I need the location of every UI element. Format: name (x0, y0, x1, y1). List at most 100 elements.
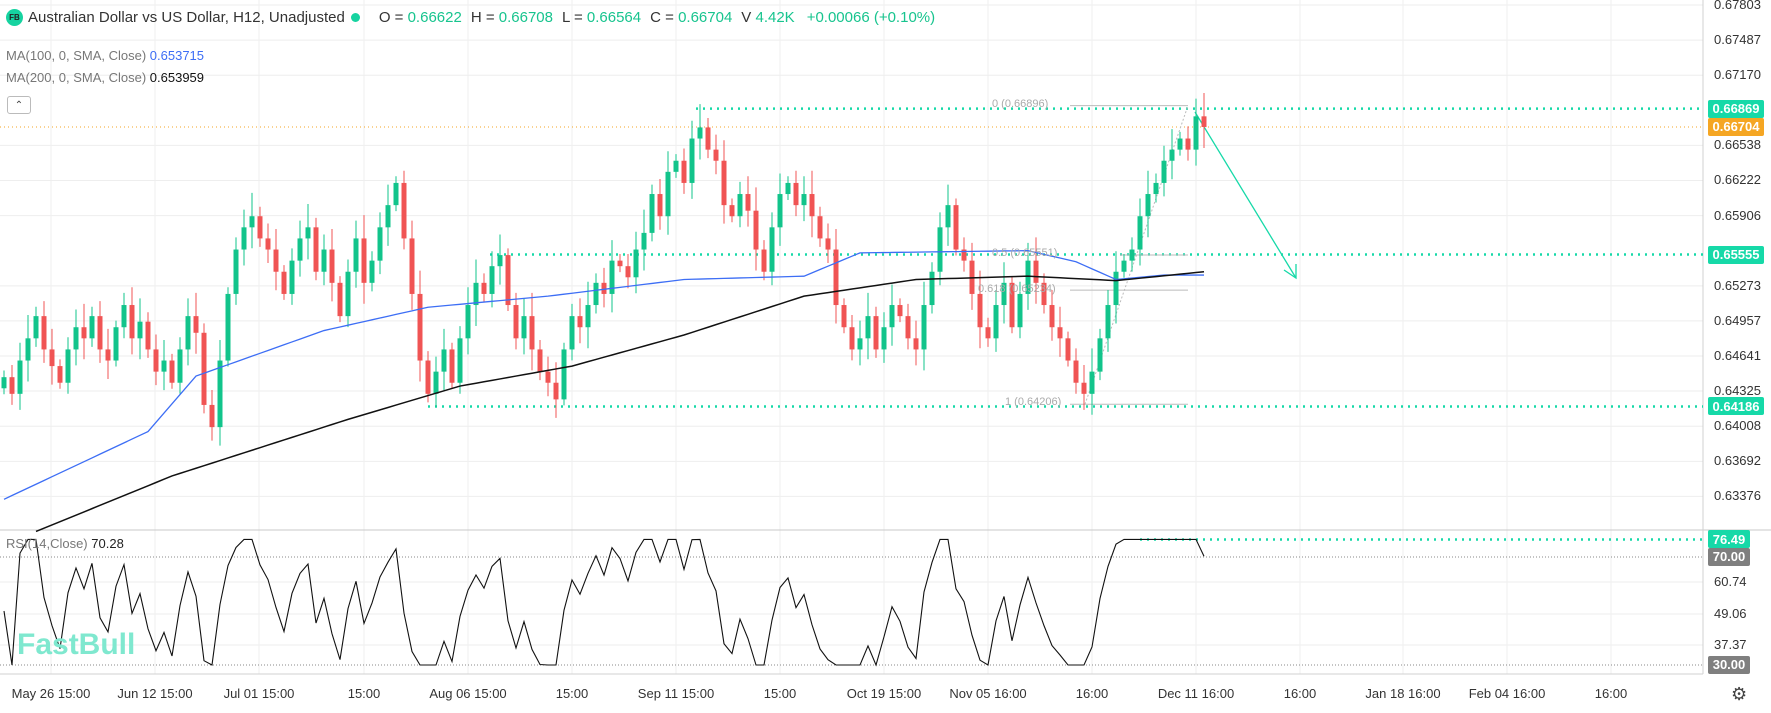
candle-body (201, 332, 207, 405)
candle-body (977, 293, 983, 328)
candle-body (337, 282, 343, 317)
candle-body (889, 305, 895, 328)
candle-body (1121, 260, 1127, 272)
candle-body (993, 305, 999, 339)
time-axis-label: Nov 05 16:00 (949, 686, 1027, 701)
ma200-line (35, 270, 1205, 533)
ohlc-low: L = 0.66564 (562, 9, 642, 26)
candle-body (409, 238, 415, 294)
ma200-legend[interactable]: MA(200, 0, SMA, Close) 0.653959 (6, 70, 205, 85)
candle-body (545, 371, 551, 383)
candle-body (673, 160, 679, 172)
price-tag: 0.64186 (1708, 397, 1764, 416)
candle-body (657, 194, 663, 217)
candle-body (89, 316, 95, 339)
rsi-axis-label: 49.06 (1714, 605, 1747, 621)
candle-body (817, 216, 823, 239)
price-axis-label: 0.64325 (1714, 383, 1761, 399)
candle-body (225, 293, 231, 361)
candle-body (897, 305, 903, 317)
candle-body (401, 182, 407, 239)
price-axis-label: 0.63376 (1714, 488, 1761, 504)
candle-body (793, 182, 799, 206)
candle-body (1009, 282, 1015, 328)
time-axis-label: Feb 04 16:00 (1468, 686, 1546, 701)
price-tag: 0.65555 (1708, 245, 1764, 264)
rsi-legend[interactable]: RSI(14,Close) 70.28 (6, 536, 124, 551)
candle-body (1177, 138, 1183, 150)
candle-body (145, 321, 151, 350)
candle-body (113, 327, 119, 361)
chevron-up-icon: ⌃ (14, 99, 24, 111)
candle-body (665, 171, 671, 217)
candle-body (457, 338, 463, 383)
ma100-line (3, 249, 1204, 500)
candle-body (41, 316, 47, 350)
candle-body (241, 227, 247, 250)
price-axis-label: 0.64957 (1714, 312, 1761, 328)
ma200-value: 0.653959 (149, 70, 205, 85)
candle-body (497, 255, 503, 267)
candle-body (1145, 194, 1151, 217)
volume: V 4.42K (741, 9, 795, 26)
candle-body (1113, 271, 1119, 306)
candle-body (129, 305, 135, 339)
ohlc-close: C = 0.66704 (650, 9, 733, 26)
candle-body (921, 305, 927, 350)
fib-label-0.5: 0.5 (0.65551) (992, 247, 1058, 259)
candle-body (825, 238, 831, 250)
price-axis-label: 0.66538 (1714, 137, 1761, 153)
candle-body (1073, 360, 1079, 383)
candle-body (1025, 260, 1031, 294)
rsi-tag: 70.00 (1708, 547, 1750, 566)
candle-body (473, 282, 479, 306)
candle-body (441, 349, 447, 372)
candle-body (681, 160, 687, 183)
candle-body (905, 316, 911, 339)
candle-body (1169, 149, 1175, 161)
chart-header: FB Australian Dollar vs US Dollar, H12, … (6, 9, 935, 26)
time-axis-label: Jan 18 16:00 (1365, 686, 1441, 701)
settings-gear-icon[interactable]: ⚙ (1731, 684, 1748, 704)
candle-body (1089, 371, 1095, 394)
ma100-legend[interactable]: MA(100, 0, SMA, Close) 0.653715 (6, 48, 205, 63)
price-axis-label: 0.65906 (1714, 207, 1761, 223)
price-axis-label: 0.67170 (1714, 67, 1761, 83)
candle-body (985, 327, 991, 339)
candle-body (713, 149, 719, 161)
candle-body (649, 194, 655, 233)
candle-body (345, 271, 351, 317)
time-axis-label: 16:00 (1594, 686, 1628, 701)
candle-body (193, 316, 199, 333)
candle-body (169, 360, 175, 383)
candle-body (153, 349, 159, 372)
rsi-line (3, 538, 1205, 667)
candle-body (289, 260, 295, 294)
time-axis-label: 15:00 (763, 686, 797, 701)
candle-body (433, 371, 439, 394)
candle-body (481, 282, 487, 294)
time-axis-label: Sep 11 15:00 (637, 686, 715, 701)
price-axis-label: 0.66222 (1714, 172, 1761, 188)
candle-body (329, 249, 335, 283)
candle-body (1161, 160, 1167, 183)
candle-body (17, 360, 23, 394)
candle-body (569, 316, 575, 350)
collapse-legend-button[interactable]: ⌃ (7, 96, 31, 114)
candle-body (1153, 182, 1159, 195)
candle-body (417, 293, 423, 361)
candle-body (1137, 216, 1143, 250)
candle-body (769, 227, 775, 272)
candle-body (313, 227, 319, 272)
time-axis-label: Oct 19 15:00 (846, 686, 922, 701)
time-axis-label: 16:00 (1075, 686, 1109, 701)
candle-body (961, 249, 967, 261)
candle-body (217, 360, 223, 428)
candle-body (801, 194, 807, 206)
candle-body (9, 377, 15, 394)
candle-body (953, 205, 959, 250)
candle-body (689, 138, 695, 183)
candle-body (1065, 338, 1071, 361)
candle-body (233, 249, 239, 294)
